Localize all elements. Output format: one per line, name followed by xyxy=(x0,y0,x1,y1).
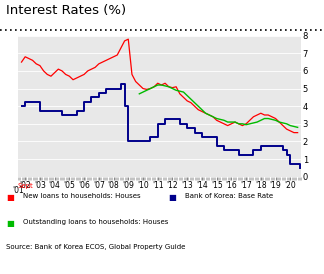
Text: Sept: Sept xyxy=(18,183,34,189)
Text: Bank of Korea: Base Rate: Bank of Korea: Base Rate xyxy=(185,193,273,199)
Text: ■: ■ xyxy=(6,219,14,228)
Text: Outstanding loans to households: Houses: Outstanding loans to households: Houses xyxy=(23,219,168,225)
Text: Source: Bank of Korea ECOS, Global Property Guide: Source: Bank of Korea ECOS, Global Prope… xyxy=(6,244,186,250)
Text: '01: '01 xyxy=(12,186,24,195)
Text: New loans to households: Houses: New loans to households: Houses xyxy=(23,193,140,199)
Text: ■: ■ xyxy=(6,193,14,202)
Text: Interest Rates (%): Interest Rates (%) xyxy=(6,4,127,17)
Text: ■: ■ xyxy=(168,193,176,202)
